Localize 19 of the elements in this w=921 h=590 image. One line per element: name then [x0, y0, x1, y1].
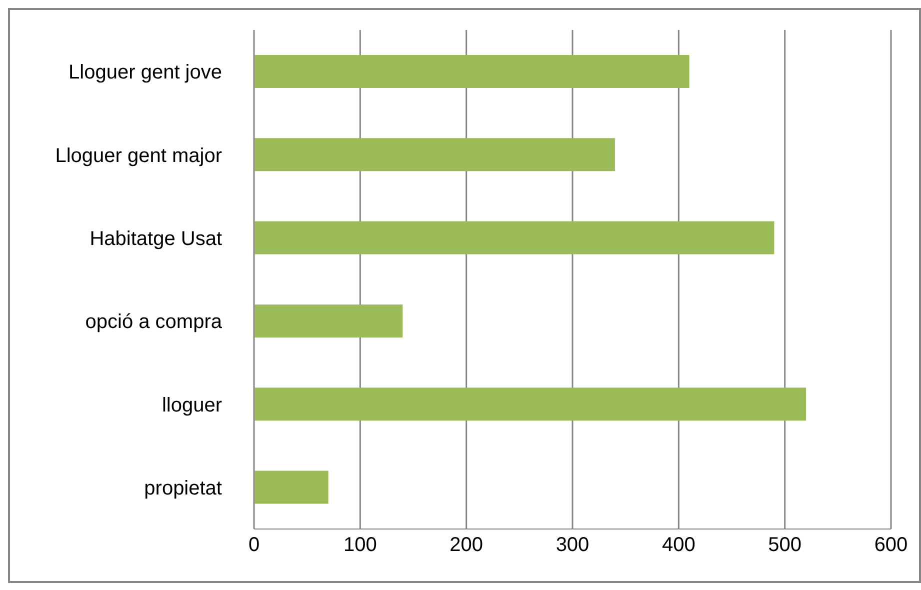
x-tick-label: 600	[874, 534, 908, 556]
y-tick-label: Lloguer gent jove	[68, 62, 222, 84]
bar	[254, 138, 615, 172]
y-tick-label: lloguer	[162, 394, 222, 416]
bar	[254, 304, 403, 338]
bar	[254, 54, 690, 88]
bar	[254, 470, 328, 504]
x-tick-label: 200	[450, 534, 484, 556]
bar	[254, 388, 806, 421]
y-tick-label: propietat	[144, 478, 222, 500]
bar	[254, 221, 774, 254]
y-tick-label: opció a compra	[85, 311, 223, 334]
x-tick-label: 100	[343, 534, 377, 556]
x-tick-label: 300	[556, 534, 590, 556]
x-tick-label: 500	[768, 534, 802, 556]
y-tick-label: Habitatge Usat	[90, 228, 222, 250]
x-tick-label: 400	[662, 534, 696, 556]
y-tick-label: Lloguer gent major	[55, 144, 222, 167]
x-tick-label: 0	[248, 534, 260, 556]
